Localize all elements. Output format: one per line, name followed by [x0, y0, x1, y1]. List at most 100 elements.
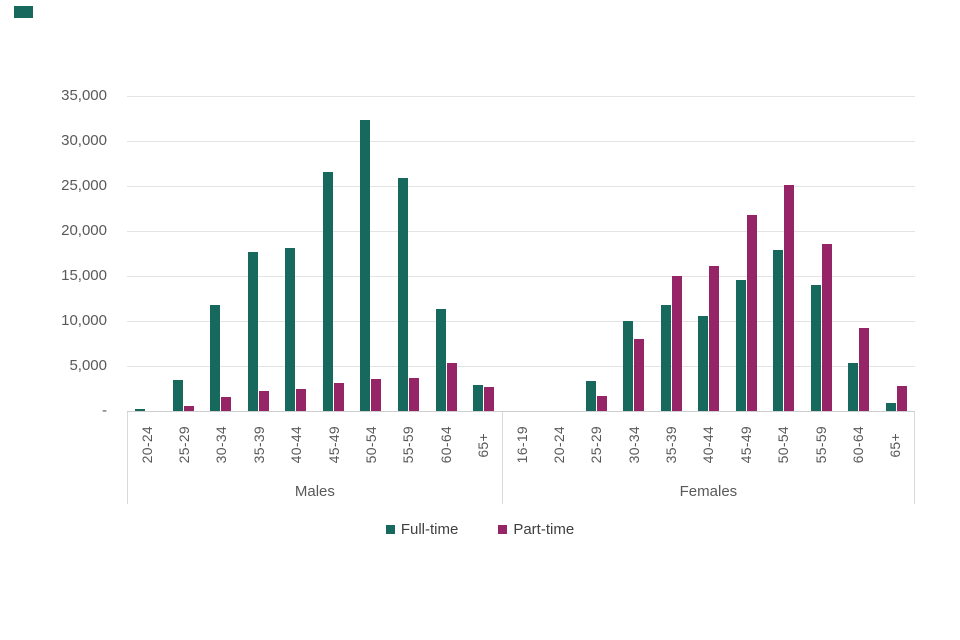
- gridline: [127, 276, 915, 277]
- legend: Full-time Part-time: [0, 521, 960, 538]
- category-label: 55-59: [400, 426, 417, 464]
- bar-slot: [577, 96, 615, 411]
- bar-full-time: [585, 381, 596, 411]
- legend-label: Part-time: [513, 521, 575, 538]
- bar-slot: [690, 96, 728, 411]
- bar-part-time: [896, 386, 907, 411]
- category-label: 30-34: [213, 426, 230, 464]
- bar-part-time: [296, 389, 307, 411]
- bar-full-time: [698, 316, 709, 411]
- bar-slot: [765, 96, 803, 411]
- y-tick-label: 10,000: [61, 312, 107, 329]
- bar-slot: [540, 96, 578, 411]
- category-slot: 30-34: [615, 412, 652, 478]
- bar-full-time: [172, 380, 183, 411]
- gridline: [127, 231, 915, 232]
- bar-full-time: [773, 250, 784, 411]
- bar-full-time: [660, 305, 671, 411]
- y-tick-label: -: [102, 402, 107, 419]
- bar-slot: [165, 96, 203, 411]
- bar-slot: [390, 96, 428, 411]
- bar-part-time: [709, 266, 720, 411]
- bar-full-time: [885, 403, 896, 411]
- bar-part-time: [634, 339, 645, 411]
- category-label: 35-39: [250, 426, 267, 464]
- bar-part-time: [371, 379, 382, 411]
- bar-full-time: [247, 252, 258, 411]
- category-label: 50-54: [362, 426, 379, 464]
- category-label: 60-64: [849, 426, 866, 464]
- y-tick-label: 20,000: [61, 222, 107, 239]
- category-label-row: 20-24 25-29 30-34 35-39 40-44 45-49 50-54 55-59…: [128, 412, 502, 478]
- bar-slot: [615, 96, 653, 411]
- bar-full-time: [360, 120, 371, 411]
- category-slot: 50-54: [352, 412, 389, 478]
- bar-slot: [802, 96, 840, 411]
- category-slot: 65+: [464, 412, 501, 478]
- y-axis: 35,000 30,000 25,000 20,000 15,000 10,000 5,00…: [0, 0, 107, 430]
- gridline: [127, 96, 915, 97]
- bar-full-time: [210, 305, 221, 411]
- category-label: 45-49: [737, 426, 754, 464]
- category-label: 45-49: [325, 426, 342, 464]
- gridline: [127, 321, 915, 322]
- category-label: 55-59: [812, 426, 829, 464]
- category-label: 40-44: [700, 426, 717, 464]
- category-label: 60-64: [437, 426, 454, 464]
- legend-item-part-time: Part-time: [498, 521, 574, 538]
- category-slot: 55-59: [390, 412, 427, 478]
- bar-slot: [502, 96, 540, 411]
- category-slot: 65+: [877, 412, 914, 478]
- category-label-row: 16-19 20-24 25-29 30-34 35-39 40-44 45-49 50-54…: [503, 412, 914, 478]
- bar-part-time: [859, 328, 870, 411]
- axis-group-males: 20-24 25-29 30-34 35-39 40-44 45-49 50-54 55-59…: [127, 412, 502, 504]
- category-slot: 25-29: [165, 412, 202, 478]
- category-label: 30-34: [625, 426, 642, 464]
- category-slot: 20-24: [128, 412, 165, 478]
- bar-part-time: [484, 387, 495, 411]
- bar-part-time: [784, 185, 795, 411]
- category-label: 25-29: [176, 426, 193, 464]
- bar-slot: [840, 96, 878, 411]
- category-slot: 50-54: [764, 412, 801, 478]
- bar-part-time: [746, 215, 757, 411]
- bar-slot: [465, 96, 503, 411]
- legend-swatch-icon: [385, 525, 395, 534]
- category-label: 16-19: [513, 426, 530, 464]
- gridline: [127, 186, 915, 187]
- group-label-females: Females: [679, 482, 738, 500]
- bar-part-time: [183, 406, 194, 411]
- category-label: 20-24: [138, 426, 155, 464]
- category-slot: 30-34: [203, 412, 240, 478]
- bar-full-time: [473, 385, 484, 411]
- category-slot: 35-39: [240, 412, 277, 478]
- category-label: 65+: [887, 432, 904, 458]
- x-axis-band: 20-24 25-29 30-34 35-39 40-44 45-49 50-54 55-59…: [127, 412, 915, 504]
- category-slot: 45-49: [727, 412, 764, 478]
- bar-part-time: [258, 391, 269, 411]
- bar-full-time: [735, 280, 746, 411]
- category-label: 25-29: [588, 426, 605, 464]
- bar-full-time: [135, 409, 146, 411]
- y-tick-label: 30,000: [61, 132, 107, 149]
- category-slot: 40-44: [278, 412, 315, 478]
- bar-full-time: [435, 309, 446, 411]
- category-slot: 60-64: [427, 412, 464, 478]
- bar-slot: [427, 96, 465, 411]
- bar-slot: [127, 96, 165, 411]
- bar-part-time: [221, 397, 232, 411]
- bar-groups: [127, 96, 915, 411]
- bar-slot: [202, 96, 240, 411]
- bar-full-time: [623, 321, 634, 411]
- bar-slot: [277, 96, 315, 411]
- corner-mark: [14, 6, 33, 18]
- y-tick-label: 35,000: [61, 87, 107, 104]
- bar-full-time: [285, 248, 296, 411]
- bar-slot: [877, 96, 915, 411]
- plot-area: [127, 96, 915, 412]
- category-label: 40-44: [288, 426, 305, 464]
- category-slot: 35-39: [652, 412, 689, 478]
- category-slot: 20-24: [540, 412, 577, 478]
- category-slot: 45-49: [315, 412, 352, 478]
